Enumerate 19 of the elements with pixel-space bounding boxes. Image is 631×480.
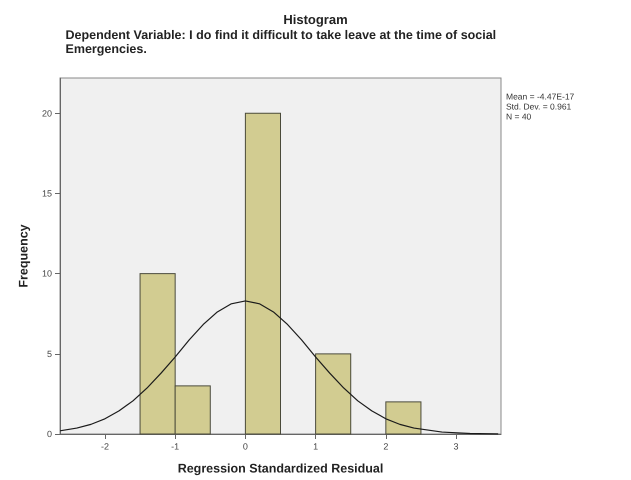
text: N = 40 bbox=[506, 112, 532, 122]
x-tick-label: 0 bbox=[242, 442, 248, 452]
y-tick-label: 5 bbox=[46, 348, 52, 359]
y-tick-label: 20 bbox=[42, 108, 52, 118]
x-tick-label: 1 bbox=[313, 442, 318, 452]
line-series bbox=[59, 300, 499, 434]
x-axis-title: Regression Standardized Residual bbox=[178, 462, 384, 476]
x-tick-label: -1 bbox=[171, 442, 180, 452]
chart-title: Histogram bbox=[283, 12, 348, 27]
y-tick-label: 15 bbox=[42, 188, 52, 198]
x-tick-label: 2 bbox=[383, 442, 388, 452]
chart-subtitle: Dependent Variable: I do find it difficult to take leave at the time of social Emergencies. bbox=[66, 28, 500, 56]
text: Mean = -4.47E-17 bbox=[506, 92, 575, 102]
y-tick-label: 0 bbox=[46, 429, 52, 439]
text: Std. Dev. = 0.961 bbox=[506, 102, 572, 112]
x-tick-label: 3 bbox=[454, 442, 459, 452]
x-tick-label: -2 bbox=[100, 442, 109, 452]
y-tick-label: 10 bbox=[42, 268, 52, 279]
y-axis-title: Frequency bbox=[16, 224, 30, 288]
